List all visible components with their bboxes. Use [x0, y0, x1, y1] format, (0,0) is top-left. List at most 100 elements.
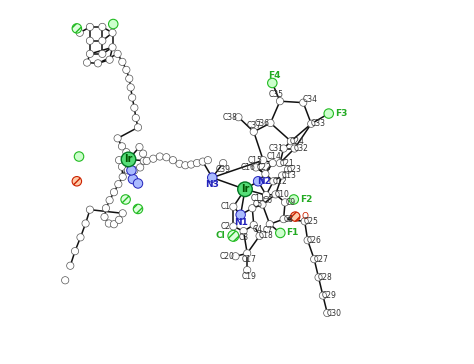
Text: N3: N3: [205, 181, 219, 189]
Circle shape: [289, 195, 299, 204]
Circle shape: [131, 167, 138, 174]
Circle shape: [121, 195, 130, 204]
Text: O: O: [301, 212, 309, 221]
Circle shape: [254, 177, 263, 186]
Text: C33: C33: [310, 119, 325, 128]
Text: N1: N1: [234, 218, 247, 226]
Circle shape: [250, 128, 257, 135]
Text: C26: C26: [307, 236, 321, 245]
Text: C8: C8: [284, 215, 294, 223]
Circle shape: [109, 29, 116, 36]
Circle shape: [131, 104, 138, 111]
Text: F3: F3: [335, 109, 347, 118]
Text: C15: C15: [248, 156, 263, 165]
Text: C28: C28: [318, 273, 332, 282]
Text: C6: C6: [263, 197, 273, 205]
Text: C10: C10: [275, 190, 290, 199]
Text: C12: C12: [273, 177, 287, 186]
Circle shape: [259, 201, 266, 208]
Circle shape: [208, 173, 217, 182]
Circle shape: [279, 172, 286, 179]
Text: C35: C35: [269, 90, 284, 99]
Circle shape: [94, 60, 101, 67]
Circle shape: [324, 309, 331, 317]
Circle shape: [123, 66, 130, 74]
Text: C24: C24: [290, 137, 305, 146]
Text: C7: C7: [263, 226, 273, 235]
Circle shape: [139, 150, 147, 157]
Circle shape: [62, 277, 69, 284]
Text: Ir: Ir: [124, 154, 133, 165]
Circle shape: [300, 99, 307, 106]
Circle shape: [275, 228, 285, 238]
Circle shape: [270, 178, 277, 185]
Text: C22: C22: [256, 163, 271, 172]
Circle shape: [310, 256, 318, 263]
Circle shape: [109, 44, 116, 51]
Circle shape: [235, 114, 242, 121]
Circle shape: [118, 163, 126, 170]
Circle shape: [228, 230, 239, 241]
Circle shape: [133, 204, 143, 214]
Circle shape: [143, 157, 150, 165]
Circle shape: [72, 248, 79, 255]
Text: F4: F4: [268, 71, 281, 80]
Circle shape: [304, 237, 311, 244]
Circle shape: [136, 143, 143, 151]
Circle shape: [99, 23, 106, 31]
Circle shape: [193, 159, 201, 167]
Text: C25: C25: [304, 217, 319, 226]
Circle shape: [132, 114, 139, 122]
Circle shape: [269, 159, 276, 167]
Text: C39: C39: [216, 165, 231, 174]
Circle shape: [280, 215, 287, 223]
Text: F2: F2: [300, 195, 312, 204]
Circle shape: [244, 250, 251, 257]
Circle shape: [105, 220, 112, 227]
Circle shape: [262, 170, 269, 178]
Circle shape: [102, 205, 109, 212]
Circle shape: [110, 189, 118, 196]
Circle shape: [308, 120, 315, 127]
Circle shape: [238, 182, 252, 197]
Circle shape: [204, 157, 211, 164]
Circle shape: [77, 234, 84, 241]
Circle shape: [240, 228, 247, 235]
Text: N2: N2: [256, 177, 271, 186]
Circle shape: [266, 221, 273, 228]
Circle shape: [118, 143, 126, 150]
Text: C9: C9: [285, 198, 296, 207]
Circle shape: [199, 158, 206, 165]
Circle shape: [282, 199, 289, 206]
Circle shape: [324, 109, 334, 118]
Circle shape: [127, 84, 134, 91]
Circle shape: [99, 50, 106, 58]
Circle shape: [244, 266, 251, 274]
Circle shape: [291, 212, 300, 221]
Text: C37: C37: [246, 121, 261, 130]
Circle shape: [67, 262, 74, 269]
Circle shape: [116, 216, 123, 223]
Text: Cl: Cl: [216, 232, 225, 240]
Circle shape: [114, 135, 121, 142]
Text: C4: C4: [253, 225, 263, 234]
Circle shape: [118, 58, 126, 66]
Circle shape: [268, 78, 277, 88]
Circle shape: [232, 253, 239, 260]
Text: C1: C1: [221, 202, 231, 211]
Circle shape: [284, 166, 292, 173]
Text: C34: C34: [302, 95, 317, 103]
Circle shape: [124, 167, 131, 174]
Circle shape: [163, 154, 170, 161]
Circle shape: [83, 59, 91, 66]
Circle shape: [236, 210, 246, 219]
Circle shape: [249, 205, 256, 212]
Circle shape: [137, 164, 144, 171]
Circle shape: [263, 191, 270, 199]
Circle shape: [140, 157, 147, 165]
Text: C31: C31: [268, 144, 283, 153]
Text: C14: C14: [267, 152, 282, 161]
Circle shape: [74, 152, 84, 161]
Circle shape: [256, 232, 263, 240]
Circle shape: [280, 145, 287, 152]
